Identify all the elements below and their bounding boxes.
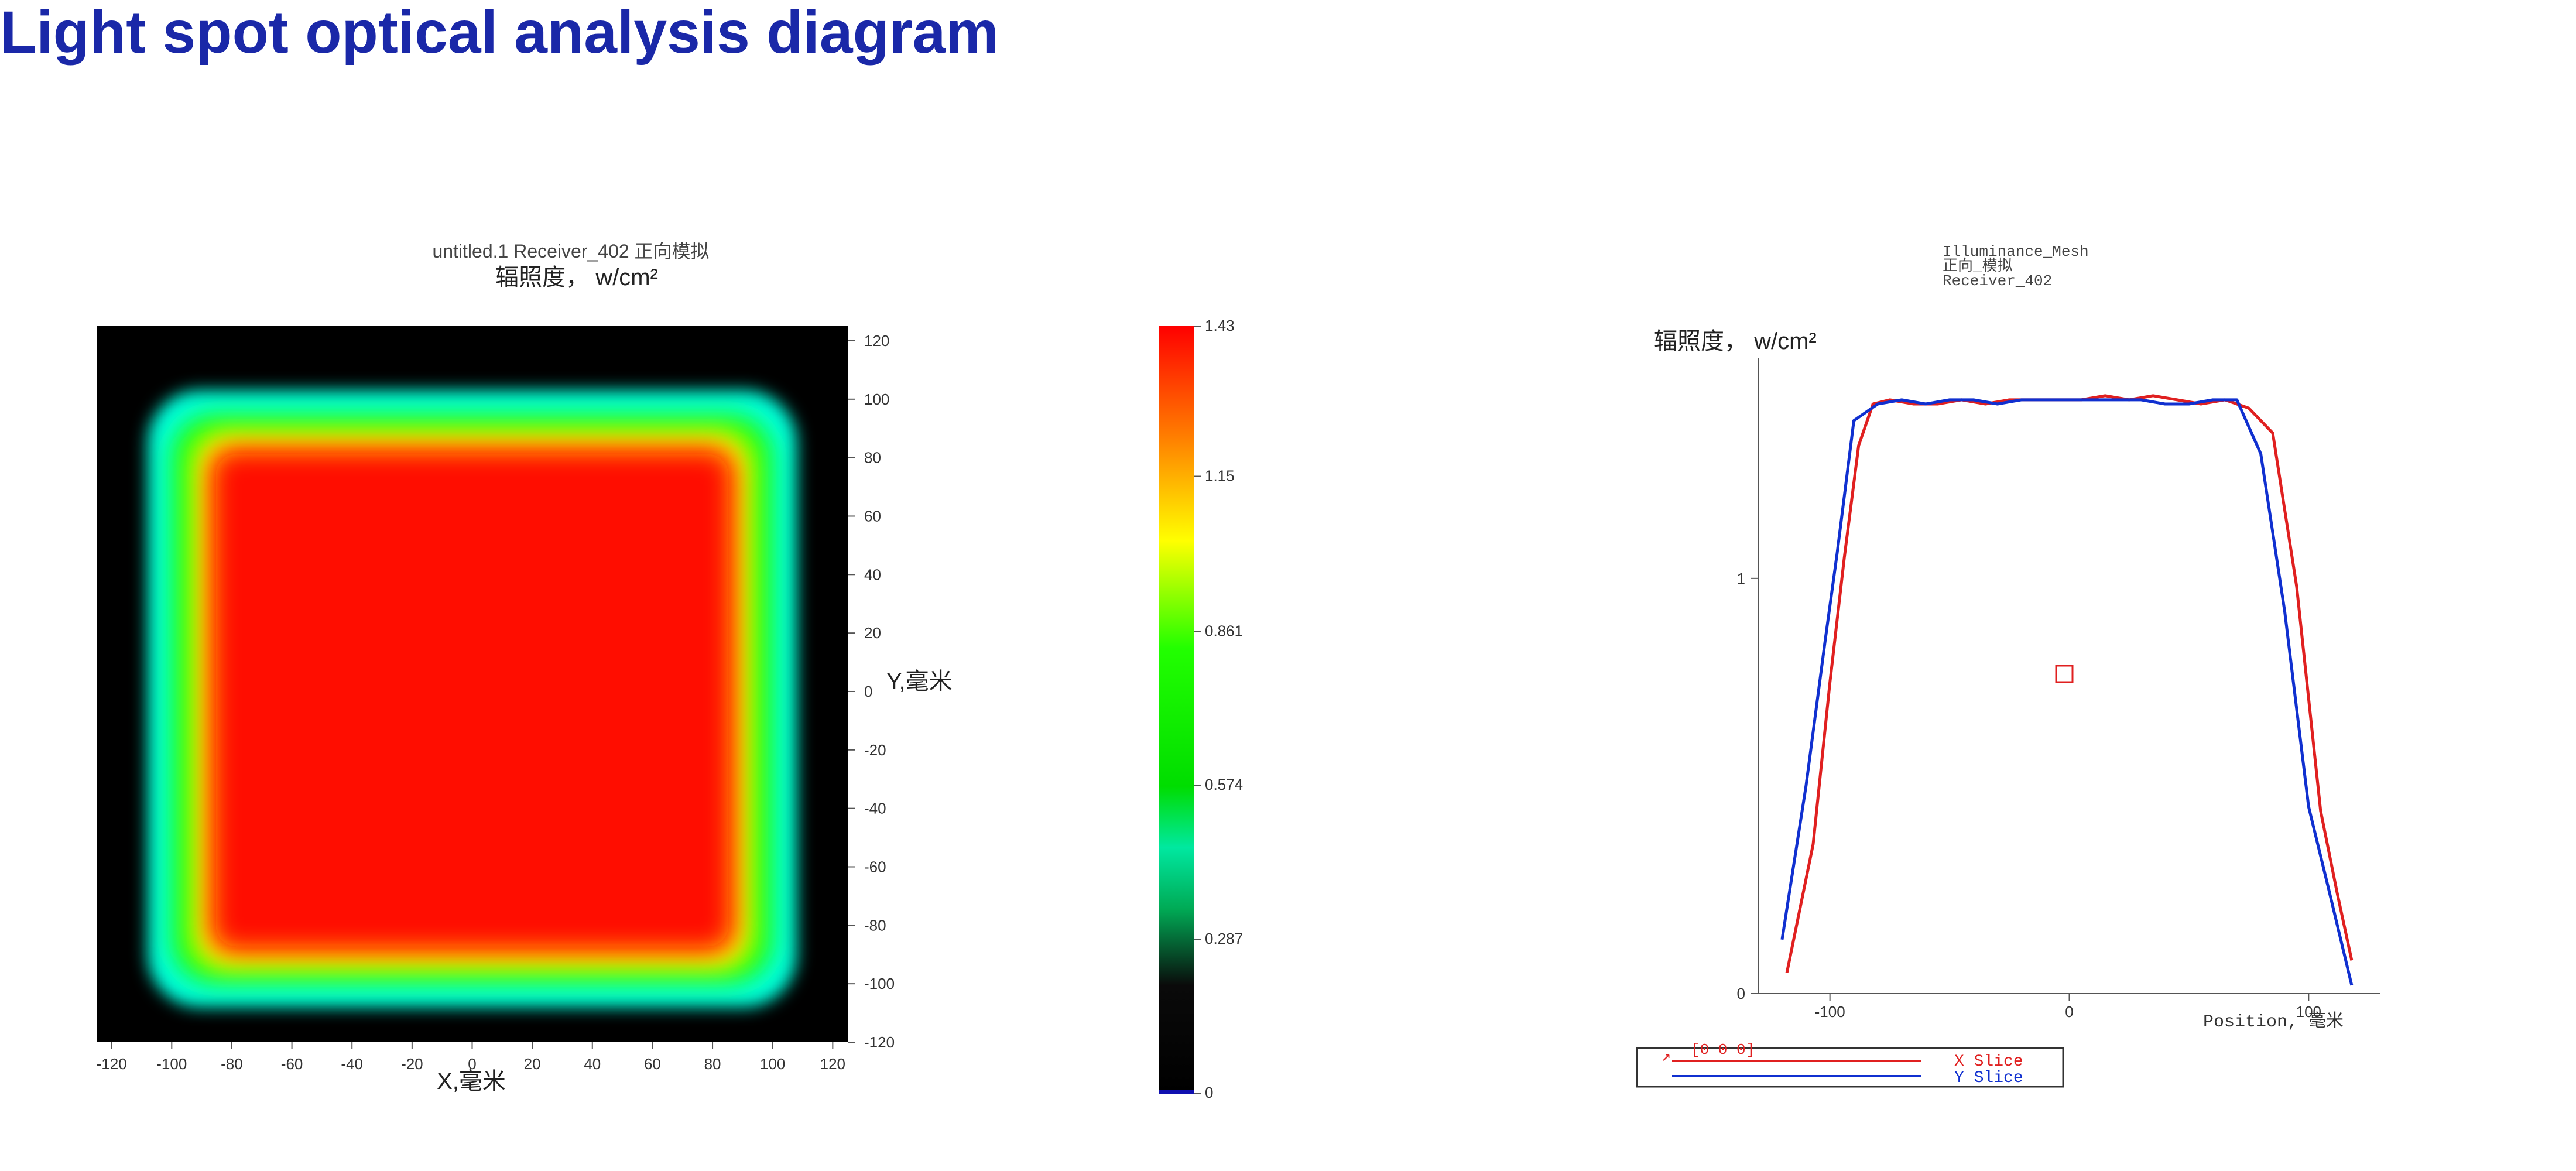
heatmap-title: untitled.1 Receiver_402 正向模拟 xyxy=(432,241,709,262)
legend-label-y-slice: Y Slice xyxy=(1954,1069,2023,1087)
line-chart-y-ticks: 01 xyxy=(1737,570,1758,1002)
colorbar-gradient xyxy=(1159,326,1194,1093)
line-chart-title-line: Receiver_402 xyxy=(1943,272,2052,290)
heatmap-y-tick-label: -60 xyxy=(864,858,886,875)
heatmap-y-tick-label: -100 xyxy=(864,975,895,992)
page-title: Light spot optical analysis diagram xyxy=(0,0,999,66)
heatmap-y-tick-label: 40 xyxy=(864,566,881,583)
heatmap-y-axis-label: Y,毫米 xyxy=(886,669,953,694)
heatmap-x-tick-label: 80 xyxy=(704,1055,721,1073)
heatmap-x-tick-label: 40 xyxy=(584,1055,601,1073)
line-chart-x-tick-label: 100 xyxy=(2296,1003,2321,1021)
line-chart-title-line: Illuminance_Mesh xyxy=(1943,243,2089,261)
heatmap-x-tick-label: 20 xyxy=(524,1055,541,1073)
legend-box xyxy=(1636,1047,2064,1088)
heatmap-x-tick-label: 120 xyxy=(820,1055,845,1073)
heatmap-y-tick-label: 100 xyxy=(864,391,889,408)
heatmap-x-tick-label: 100 xyxy=(760,1055,785,1073)
colorbar-baseline xyxy=(1159,1090,1194,1094)
heatmap-plot-area xyxy=(97,326,848,1042)
heatmap-y-tick-label: -40 xyxy=(864,800,886,817)
line-chart-series xyxy=(1780,394,2354,986)
line-chart-x-axis-label: Position, 毫米 xyxy=(2203,1011,2344,1032)
heatmap-y-tick-label: -120 xyxy=(864,1033,895,1051)
heatmap-x-tick-label: -120 xyxy=(97,1055,127,1073)
line-chart-y-axis-label: 辐照度， w/cm² xyxy=(1654,328,1817,354)
colorbar-tick-label: 0.574 xyxy=(1205,776,1243,793)
colorbar-tick-label: 0 xyxy=(1205,1084,1213,1101)
cursor-marker xyxy=(2055,665,2074,683)
heatmap-x-ticks: -120 -100 -80 -60 -40 -20 0 20 40 60 80 100 120 xyxy=(97,1042,845,1073)
heatmap-x-tick-label: 0 xyxy=(468,1055,476,1073)
heatmap-x-tick-label: 60 xyxy=(644,1055,661,1073)
line-chart-y-tick-label: 1 xyxy=(1737,570,1745,587)
legend-arrow-icon: ↗ xyxy=(1662,1048,1671,1066)
heatmap-x-tick-label: -80 xyxy=(221,1055,243,1073)
spot-core xyxy=(215,454,729,947)
colorbar-ticks: 1.43 1.15 0.861 0.574 0.287 0 xyxy=(1194,317,1243,1101)
heatmap-y-tick-label: -20 xyxy=(864,741,886,759)
legend-label-x-slice: X Slice xyxy=(1954,1053,2023,1071)
heatmap-subtitle: 辐照度， w/cm² xyxy=(495,265,658,290)
line-chart-legend: ↗ [0 0 0] X Slice Y Slice xyxy=(1636,1041,2064,1088)
heatmap-y-tick-label: 0 xyxy=(864,683,872,700)
line-chart-y-tick-label: 0 xyxy=(1737,985,1745,1002)
colorbar: 1.43 1.15 0.861 0.574 0.287 0 xyxy=(1159,317,1243,1101)
heatmap-y-tick-label: 120 xyxy=(864,332,889,350)
heatmap-y-ticks: 120 100 80 60 40 20 0 -20 -40 -60 -80 -100 -120 xyxy=(848,332,895,1051)
x-slice-line xyxy=(1785,394,2354,974)
colorbar-tick-label: 1.43 xyxy=(1205,317,1235,334)
heatmap-y-tick-label: 60 xyxy=(864,507,881,525)
line-chart-x-ticks: -100 0 100 xyxy=(1815,994,2321,1021)
heatmap-y-tick-label: 80 xyxy=(864,449,881,467)
colorbar-tick-label: 1.15 xyxy=(1205,467,1235,485)
colorbar-tick-label: 0.861 xyxy=(1205,622,1243,639)
line-chart-axes xyxy=(1758,358,2380,994)
heatmap-x-tick-label: -100 xyxy=(156,1055,187,1073)
heatmap-chart: untitled.1 Receiver_402 正向模拟 辐照度， w/cm² … xyxy=(97,241,953,1094)
light-spot xyxy=(148,390,797,1008)
line-chart-title-line: 正向_模拟 xyxy=(1943,257,2013,275)
colorbar-tick-label: 0.287 xyxy=(1205,930,1243,947)
legend-coordinates: [0 0 0] xyxy=(1691,1041,1755,1059)
heatmap-y-tick-label: 20 xyxy=(864,624,881,642)
heatmap-y-tick-label: -80 xyxy=(864,916,886,934)
heatmap-x-tick-label: -20 xyxy=(401,1055,423,1073)
heatmap-x-axis-label: X,毫米 xyxy=(437,1069,506,1094)
heatmap-x-tick-label: -60 xyxy=(281,1055,303,1073)
y-slice-line xyxy=(1780,398,2354,986)
line-chart-x-tick-label: -100 xyxy=(1815,1003,1845,1021)
line-chart-x-tick-label: 0 xyxy=(2065,1003,2073,1021)
heatmap-x-tick-label: -40 xyxy=(341,1055,363,1073)
